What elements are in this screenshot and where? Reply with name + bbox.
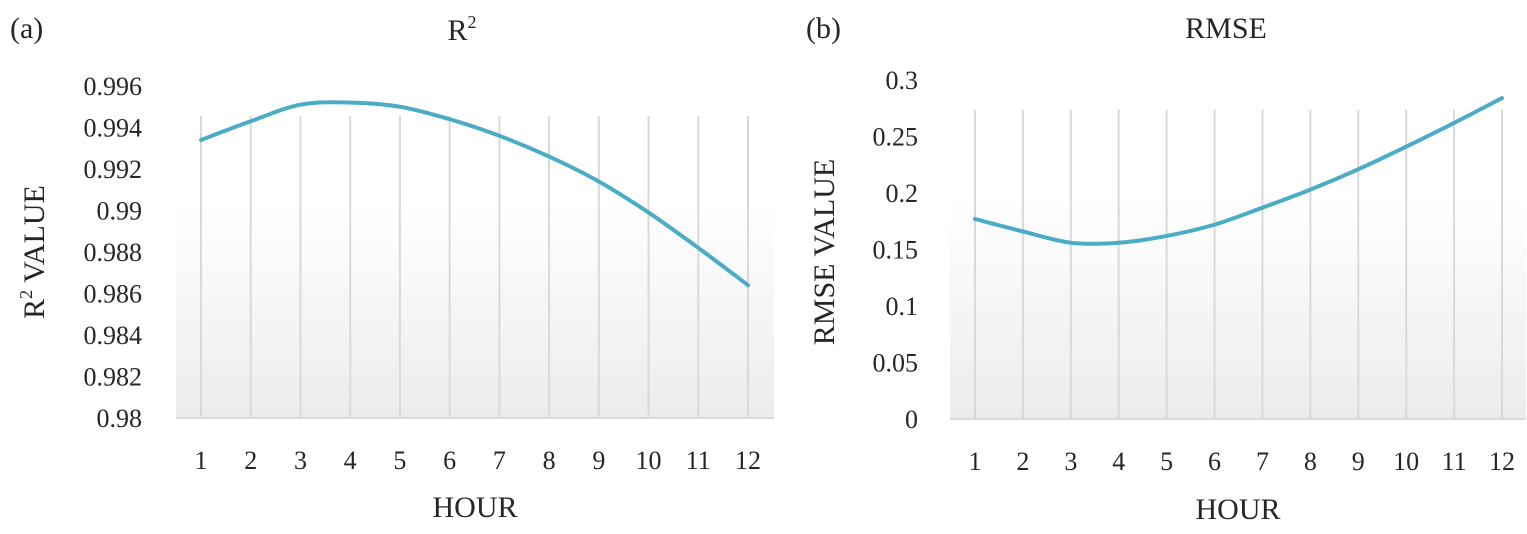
- y-axis-label: RMSE VALUE: [808, 159, 841, 345]
- x-tick-label: 12: [735, 446, 761, 475]
- y-axis-label: R2 VALUE: [16, 185, 51, 319]
- y-tick-label: 0.988: [84, 238, 143, 267]
- chart-title: RMSE: [1185, 12, 1267, 45]
- y-tick-label: 0.992: [84, 155, 143, 184]
- x-tick-label: 3: [1064, 447, 1077, 476]
- panel-label: (b): [806, 12, 841, 45]
- y-tick-label: 0.982: [84, 363, 143, 392]
- x-tick-label: 10: [1393, 447, 1419, 476]
- y-tick-label: 0.2: [886, 179, 919, 208]
- y-tick-label: 0.15: [873, 236, 919, 265]
- x-tick-label: 8: [1304, 447, 1317, 476]
- series-line: [199, 100, 750, 288]
- x-tick-label: 12: [1489, 447, 1515, 476]
- x-tick-label: 8: [543, 446, 556, 475]
- x-tick-labels: 1 2 3 4 5 6 7 8 9 10 11 12: [969, 447, 1516, 476]
- y-tick-label: 0.3: [886, 66, 919, 95]
- x-tick-label: 7: [493, 446, 506, 475]
- x-axis-label: HOUR: [432, 491, 517, 524]
- x-tick-label: 2: [244, 446, 257, 475]
- x-tick-label: 5: [393, 446, 406, 475]
- x-tick-label: 4: [1112, 447, 1125, 476]
- y-tick-label: 0.05: [873, 349, 919, 378]
- gridlines: [950, 110, 1526, 420]
- gridlines: [176, 116, 774, 419]
- series-group: [199, 100, 750, 288]
- y-tick-label: 0.996: [84, 72, 143, 101]
- x-tick-label: 9: [1352, 447, 1365, 476]
- y-tick-label: 0.98: [97, 404, 143, 433]
- x-tick-label: 6: [443, 446, 456, 475]
- x-tick-label: 11: [686, 446, 711, 475]
- x-tick-label: 2: [1016, 447, 1029, 476]
- x-tick-label: 5: [1160, 447, 1173, 476]
- y-tick-label: 0.994: [84, 114, 143, 143]
- y-tick-labels: 0 0.05 0.1 0.15 0.2 0.25 0.3: [873, 66, 919, 434]
- x-tick-label: 10: [636, 446, 662, 475]
- x-tick-label: 3: [294, 446, 307, 475]
- y-tick-label: 0.986: [84, 280, 143, 309]
- x-tick-label: 7: [1256, 447, 1269, 476]
- series-group: [973, 96, 1504, 246]
- x-tick-label: 9: [592, 446, 605, 475]
- x-tick-label: 4: [344, 446, 357, 475]
- y-tick-label: 0.1: [886, 292, 919, 321]
- x-tick-label: 1: [195, 446, 208, 475]
- y-tick-label: 0: [905, 405, 918, 434]
- y-tick-labels: 0.98 0.982 0.984 0.986 0.988 0.99 0.992 0.994 0.…: [84, 72, 143, 433]
- panel-label: (a): [10, 12, 43, 45]
- x-tick-labels: 1 2 3 4 5 6 7 8 9 10 11 12: [195, 446, 762, 475]
- y-tick-label: 0.984: [84, 321, 143, 350]
- chart-r2: (a) R2 0.98 0.982 0.984 0.986 0.988 0.99 0.992…: [10, 12, 774, 524]
- x-tick-label: 1: [969, 447, 982, 476]
- chart-title: R2: [447, 12, 476, 47]
- plot-area-background: [176, 86, 774, 418]
- x-axis-label: HOUR: [1195, 493, 1280, 526]
- x-tick-label: 6: [1208, 447, 1221, 476]
- y-tick-label: 0.25: [873, 123, 919, 152]
- y-tick-label: 0.99: [97, 197, 143, 226]
- series-line: [973, 96, 1504, 246]
- x-tick-label: 11: [1442, 447, 1467, 476]
